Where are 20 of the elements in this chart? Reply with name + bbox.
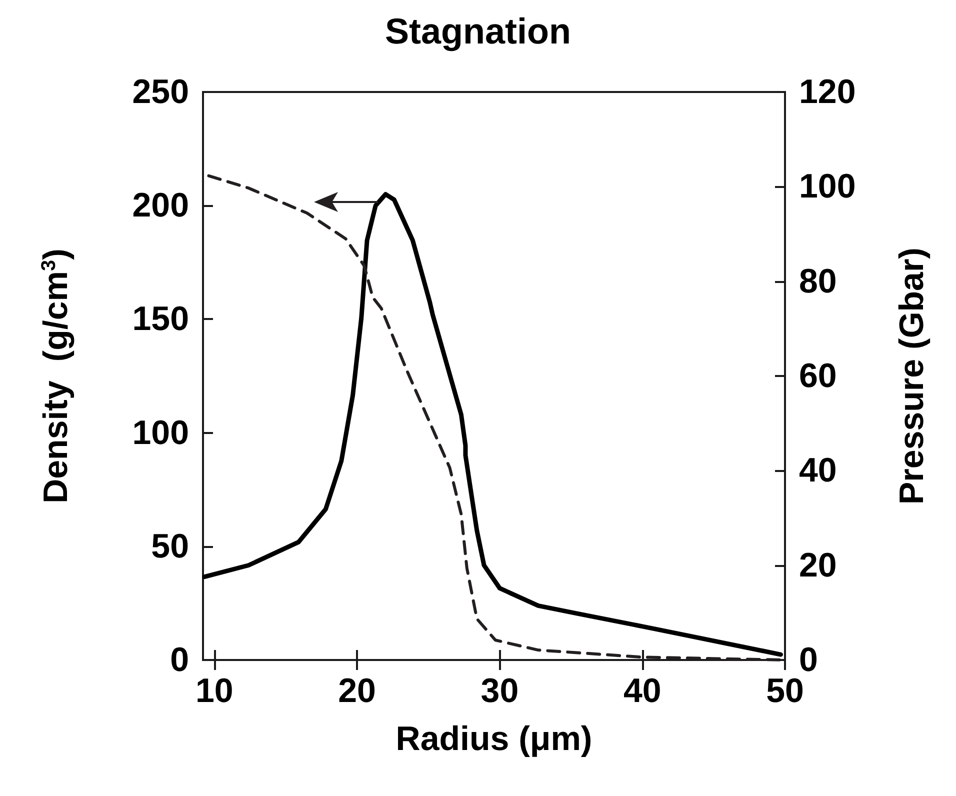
x-tick-label: 40 (623, 672, 662, 710)
x-tick-label: 10 (196, 672, 234, 710)
y2-axis-title: Pressure (Gbar) (893, 248, 931, 504)
x-tick-label: 30 (480, 672, 519, 710)
x-axis-title: Radius (μm) (396, 720, 592, 758)
y-tick-label: 200 (132, 186, 189, 225)
y2-tick-label: 80 (799, 262, 837, 300)
y-tick-label: 150 (132, 300, 189, 338)
y-axis-title: Density (g/cm3) (37, 248, 75, 504)
y2-tick-label: 20 (799, 546, 837, 584)
chart-title: Stagnation (385, 10, 571, 52)
y2-tick-label: 40 (799, 452, 837, 490)
y-tick-label: 50 (151, 527, 189, 566)
y2-tick-label: 60 (799, 357, 837, 395)
y2-tick-label: 100 (799, 168, 856, 206)
y-tick-label: 0 (170, 641, 189, 679)
y2-tick-label: 120 (799, 73, 856, 111)
y-tick-label: 100 (132, 414, 189, 452)
y-tick-label: 250 (132, 73, 189, 111)
x-tick-label: 20 (338, 672, 376, 710)
